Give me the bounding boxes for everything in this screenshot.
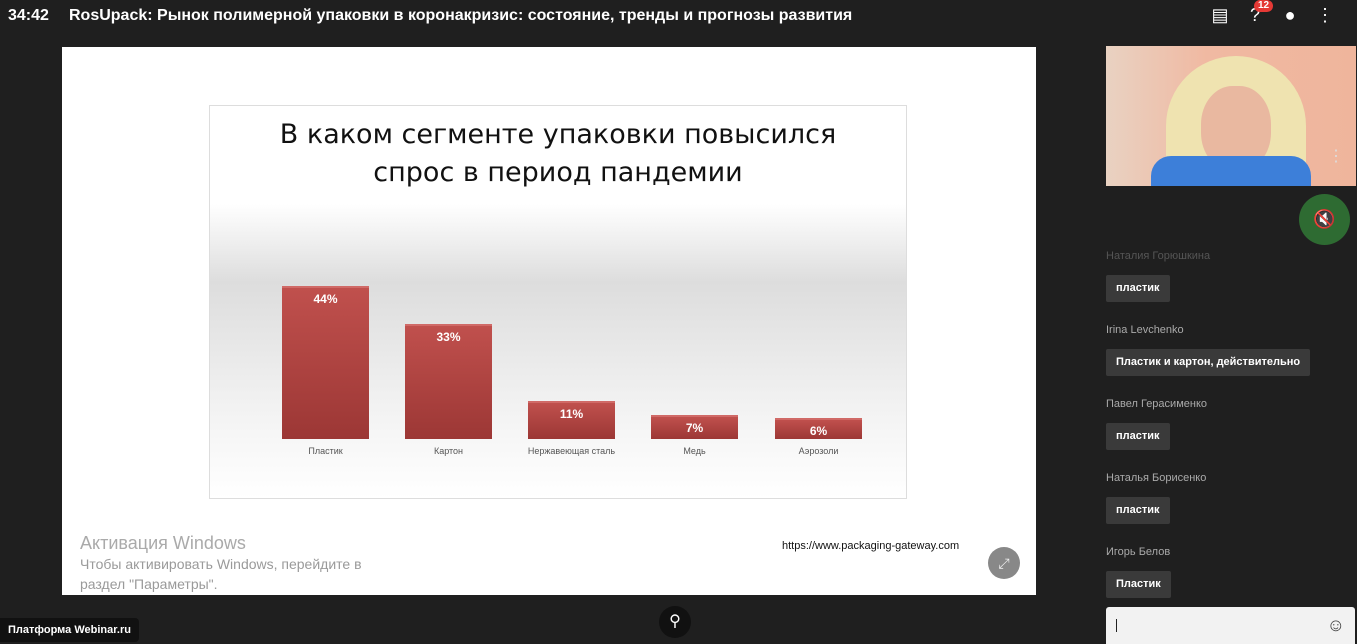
mute-button[interactable]: 🔇 — [1299, 194, 1350, 245]
bar-1 — [405, 324, 492, 439]
presenter-shirt — [1151, 156, 1311, 186]
category-label: Нержавеющая сталь — [527, 446, 616, 456]
category-label: Аэрозоли — [798, 446, 839, 456]
questions-badge: 12 — [1254, 0, 1274, 12]
zoom-icon: ⚲ — [669, 613, 681, 630]
emoji-icon[interactable]: ☺ — [1326, 615, 1345, 635]
message-author: Павел Герасименко — [1106, 398, 1207, 410]
bar-2 — [528, 400, 615, 439]
presentation-slide: В каком сегменте упаковки повысился спро… — [62, 47, 1036, 595]
video-menu-icon[interactable]: ⋮ — [1328, 148, 1344, 165]
message-text: пластик — [1106, 423, 1170, 450]
category-label: Пластик — [308, 446, 343, 456]
category-label: Медь — [683, 446, 706, 456]
bar-chart: В каком сегменте упаковки повысился спро… — [209, 105, 907, 499]
message-author: Наталья Борисенко — [1106, 472, 1207, 484]
text-caret — [1116, 619, 1117, 632]
elapsed-time: 34:42 — [8, 7, 49, 24]
more-menu-icon[interactable]: ⋮ — [1316, 5, 1334, 25]
chat-icon[interactable]: ▤ — [1211, 5, 1229, 25]
bar-value-label: 11% — [559, 406, 584, 421]
zoom-in-button[interactable]: ⚲ — [659, 606, 691, 638]
bar-value-label: 44% — [313, 291, 338, 306]
message-author: Наталия Горюшкина — [1106, 250, 1211, 262]
source-link: https://www.packaging-gateway.com — [782, 540, 960, 552]
speaker-muted-icon: 🔇 — [1313, 209, 1336, 229]
bar-0 — [282, 285, 369, 439]
bar-value-label: 7% — [685, 420, 704, 435]
bar-3 — [651, 414, 738, 439]
message-text: Пластик — [1106, 571, 1171, 598]
bar-4 — [775, 418, 862, 439]
platform-label[interactable]: Платформа Webinar.ru — [0, 618, 139, 642]
webinar-title: RosUpack: Рынок полимерной упаковки в ко… — [69, 7, 853, 24]
chart-title-line: спрос в период пандемии — [373, 157, 743, 188]
chart-title: В каком сегменте упаковки повысился спро… — [210, 116, 906, 192]
expand-icon[interactable]: ⤢ — [988, 547, 1020, 579]
bar-value-label: 33% — [436, 330, 461, 345]
category-label: Картон — [433, 446, 464, 456]
chart-title-line: В каком сегменте упаковки повысился — [279, 119, 837, 150]
bar-value-label: 6% — [809, 424, 828, 439]
message-text: пластик — [1106, 497, 1170, 524]
message-author: Игорь Белов — [1106, 546, 1171, 558]
participants-icon[interactable]: ● — [1284, 5, 1296, 25]
top-bar: 34:42 RosUpack: Рынок полимерной упаковк… — [0, 0, 1357, 34]
chat-input[interactable]: ☺ — [1106, 607, 1355, 644]
presenter-video[interactable]: ⋮ — [1106, 46, 1356, 186]
message-author: Irina Levchenko — [1106, 324, 1184, 336]
questions-icon[interactable]: ? — [1249, 5, 1260, 25]
message-text: пластик — [1106, 275, 1170, 302]
message-text: Пластик и картон, действительно — [1106, 349, 1311, 376]
